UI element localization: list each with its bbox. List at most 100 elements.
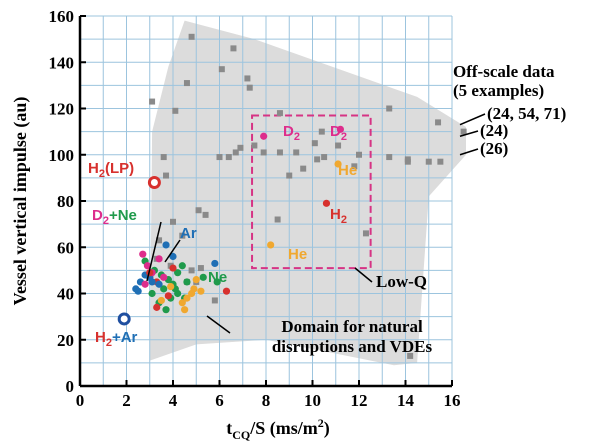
x-tick-label: 2 [122, 391, 131, 410]
ringed-point [117, 312, 131, 326]
gray-square-point [197, 265, 204, 272]
gray-square-point [211, 297, 218, 304]
gray-square-point [460, 128, 467, 135]
gray-square-point [335, 142, 342, 149]
gray-square-point [225, 154, 232, 161]
colored-point [160, 285, 168, 293]
colored-point [148, 289, 156, 298]
gray-square-point [160, 154, 167, 161]
gray-square-point [318, 128, 325, 135]
offscale-label: (26) [480, 139, 508, 158]
y-tick-label: 160 [49, 7, 75, 26]
colored-point [134, 287, 142, 295]
domain-shape [149, 20, 467, 366]
y-axis-label: Vessel vertical impulse (au) [10, 97, 31, 306]
gray-square-point [407, 352, 414, 359]
x-tick-label: 4 [169, 391, 178, 410]
gray-square-point [435, 119, 442, 126]
gray-square-point [362, 230, 369, 237]
colored-point [157, 296, 165, 305]
gray-square-point [216, 154, 223, 161]
series-label: He [288, 246, 307, 263]
colored-point [148, 278, 156, 286]
low-q-label: Low-Q [376, 272, 427, 291]
gray-square-point [274, 216, 281, 223]
offscale-title: Off-scale data [453, 62, 555, 81]
gray-square-point [230, 45, 237, 52]
colored-point [213, 278, 221, 286]
offscale-subtitle: (5 examples) [453, 81, 544, 100]
colored-point [183, 278, 191, 286]
colored-point [139, 250, 147, 258]
gray-square-point [276, 110, 283, 117]
colored-point [169, 264, 177, 272]
colored-point [192, 276, 200, 284]
series-label: He [338, 162, 357, 179]
colored-point [174, 269, 182, 277]
y-tick-label: 20 [57, 331, 74, 350]
y-tick-label: 120 [49, 100, 75, 119]
gray-square-point [386, 154, 393, 161]
low-q-box [251, 114, 372, 270]
x-tick-label: 10 [304, 391, 321, 410]
domain-leader-line [206, 315, 231, 334]
series-label: D2 [283, 123, 300, 143]
gray-square-point [437, 158, 444, 165]
colored-point [199, 273, 207, 281]
offscale-leader-line [459, 130, 479, 137]
gray-square-point [218, 66, 225, 73]
colored-point [178, 262, 186, 270]
colored-point [153, 303, 161, 311]
gray-square-point [386, 105, 393, 112]
gray-square-point [246, 84, 253, 91]
offscale-label: (24) [480, 121, 508, 140]
gray-square-point [314, 156, 321, 163]
y-tick-label: 0 [66, 377, 75, 396]
colored-point [181, 306, 189, 314]
gray-square-point [202, 211, 209, 218]
colored-point [155, 280, 163, 288]
low-q-leader-line [354, 267, 373, 283]
series-label: Ar [180, 225, 197, 242]
series-label: H2 [330, 206, 347, 226]
gray-square-point [156, 237, 163, 244]
label-leader-line [164, 239, 181, 263]
gray-square-point [170, 218, 176, 225]
colored-point [183, 294, 191, 302]
gray-square-point [172, 107, 179, 114]
colored-point [222, 287, 231, 295]
x-axis-label: tCQ/S (ms/m2) [226, 416, 330, 442]
offscale-leader-line [459, 148, 479, 156]
low-q-rect [251, 114, 372, 270]
y-tick-label: 80 [57, 192, 74, 211]
x-tick-label: 16 [444, 391, 461, 410]
x-tick-label: 6 [215, 391, 224, 410]
x-tick-label: 14 [397, 391, 415, 410]
colored-point [267, 241, 275, 249]
y-tick-label: 100 [49, 146, 75, 165]
gray-square-point [276, 149, 283, 156]
ringed-point [147, 176, 161, 189]
domain-label: Domain for natural [281, 317, 423, 336]
gray-square-point [293, 149, 300, 156]
gray-square-point [195, 207, 202, 214]
colored-point [169, 252, 177, 261]
y-tick-label: 140 [49, 53, 75, 72]
gray-square-point [232, 149, 239, 156]
label-leader-line [146, 221, 162, 282]
gray-square-point [356, 151, 362, 158]
colored-point [178, 299, 186, 307]
gray-square-point [179, 232, 186, 239]
gray-square-point [149, 98, 156, 105]
series-label: H2+Ar [95, 329, 138, 349]
gray-square-point [404, 156, 411, 163]
natural-disruption-domain [149, 20, 467, 366]
gray-square-point [260, 149, 267, 156]
gray-square-point [351, 163, 358, 170]
colored-point [211, 259, 219, 268]
colored-point [162, 306, 170, 314]
series-label: H2(LP) [88, 160, 134, 180]
gray-square-point [286, 172, 293, 179]
